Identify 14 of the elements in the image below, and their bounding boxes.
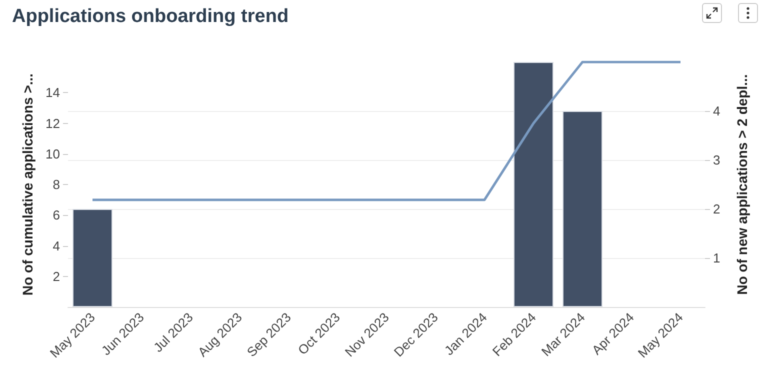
y-tick-label: 10 xyxy=(46,146,60,162)
y2-tick-label: 1 xyxy=(713,250,720,266)
y-tick-label: 8 xyxy=(52,177,60,192)
y2-axis-title: No of new applications > 2 depl... xyxy=(734,74,750,295)
y-tick-label: 4 xyxy=(52,238,60,254)
y2-tick-label: 4 xyxy=(713,104,720,118)
y-tick-label: 12 xyxy=(46,116,60,131)
y2-tick-label: 2 xyxy=(713,202,720,216)
y-tick-label: 14 xyxy=(46,85,60,100)
y-tick-label: 2 xyxy=(52,268,60,284)
chart-title: Applications onboarding trend xyxy=(12,6,289,28)
y2-tick-label: 3 xyxy=(713,152,720,168)
y-axis-title: No of cumulative applications >... xyxy=(20,73,36,296)
y-tick-label: 6 xyxy=(52,208,60,223)
